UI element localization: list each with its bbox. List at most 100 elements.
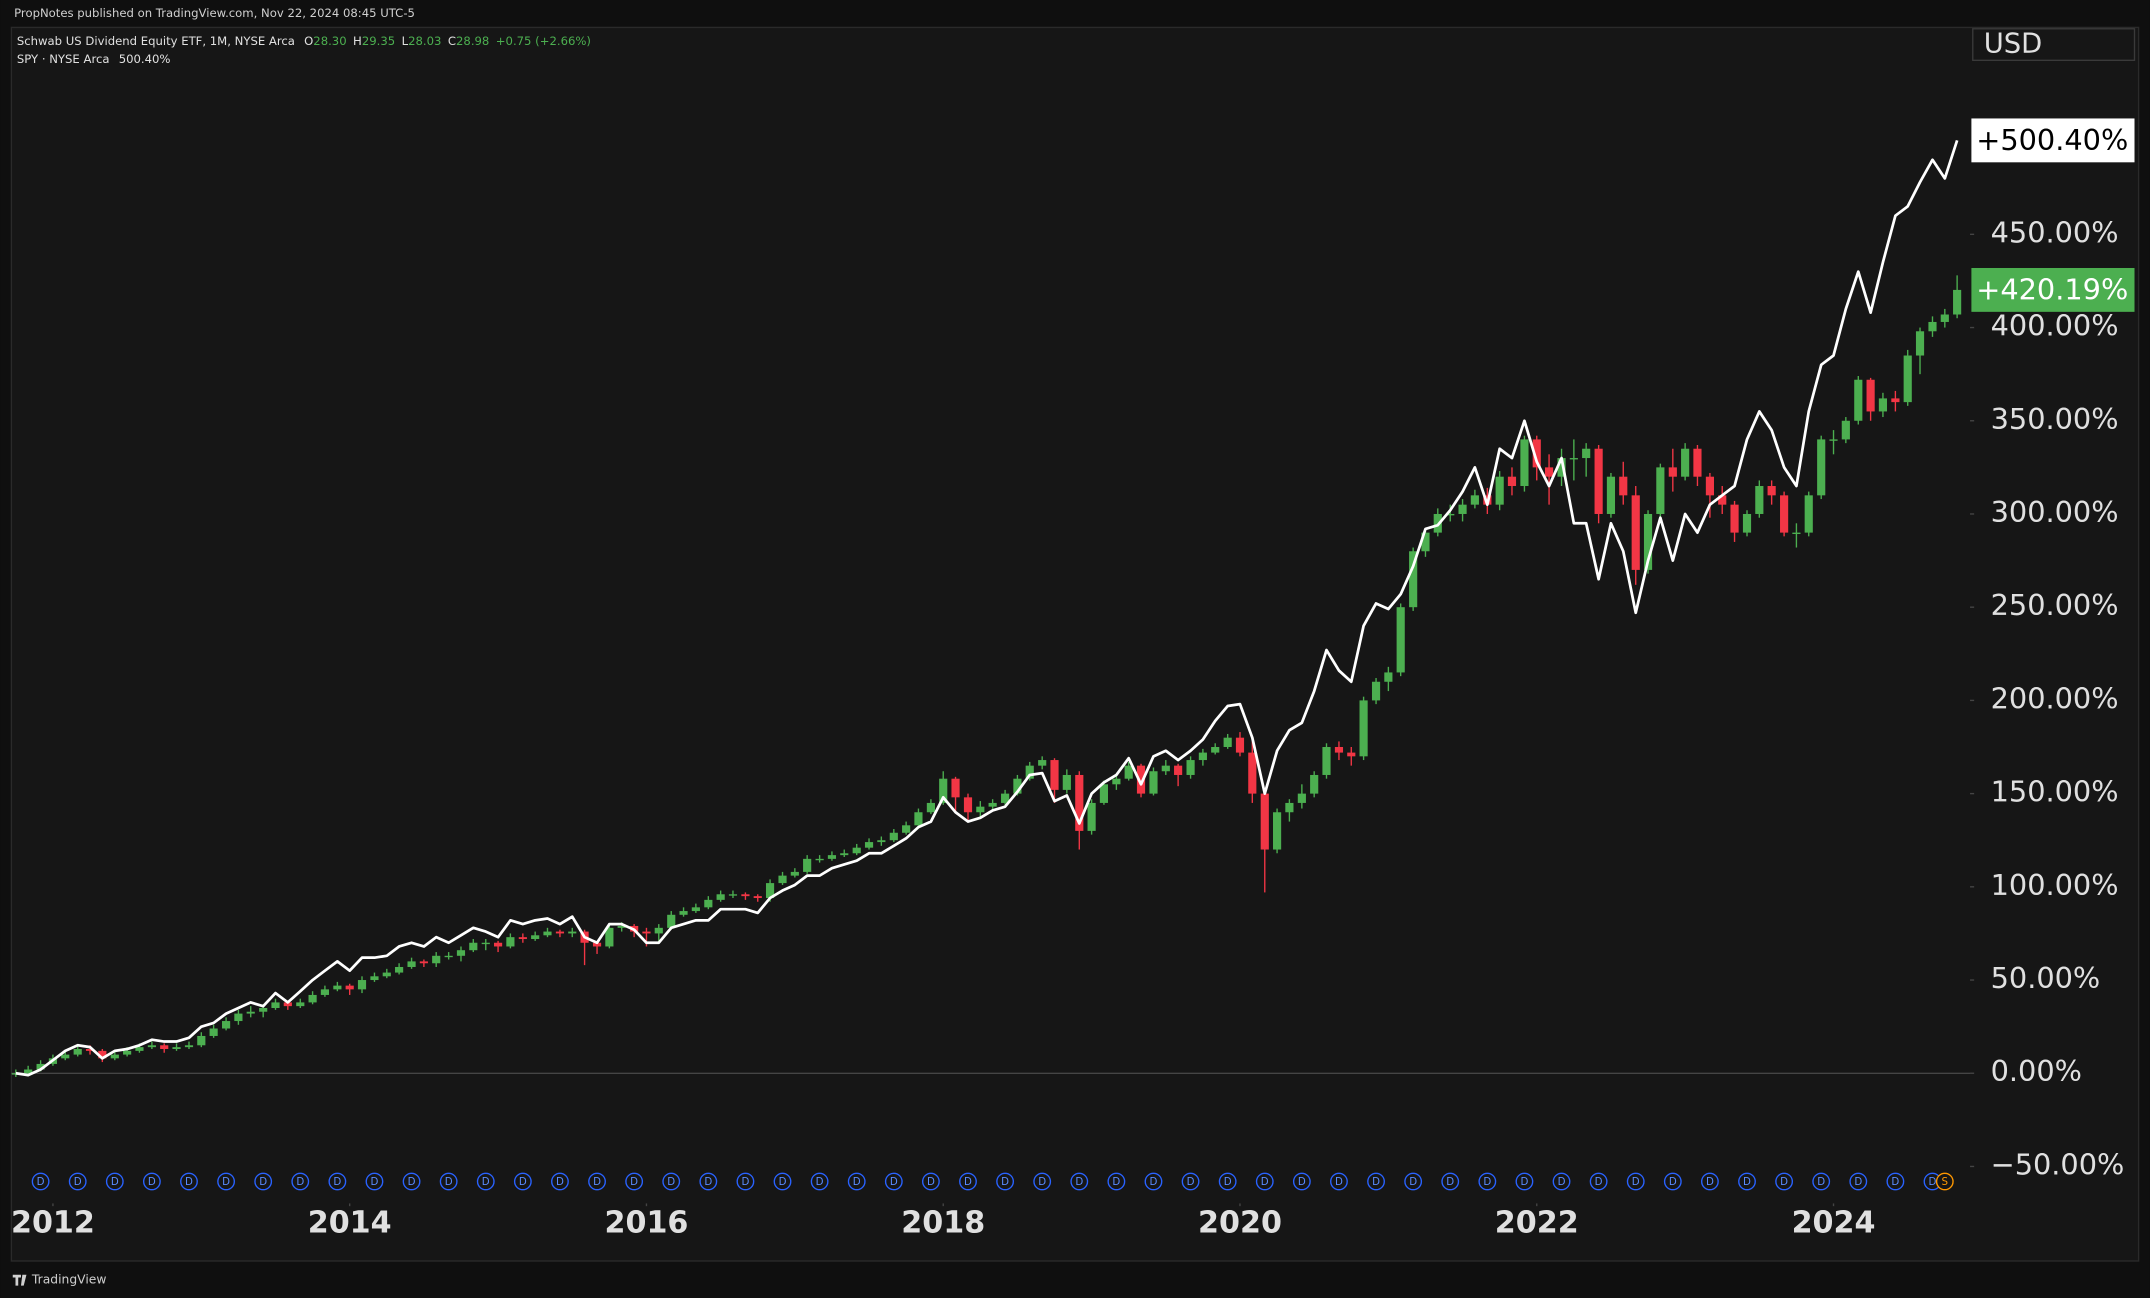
candle-body (840, 853, 849, 856)
candle-body (1186, 760, 1195, 775)
dividend-label: D (371, 1176, 379, 1188)
dividend-label: D (1335, 1176, 1343, 1188)
candle-body (333, 985, 342, 990)
dividend-label: D (1187, 1176, 1195, 1188)
split-marker (1935, 1172, 1954, 1191)
candle-body (246, 1011, 255, 1014)
candle-body (1446, 513, 1455, 516)
legend-open-label: O (304, 34, 313, 48)
candle-body (568, 931, 577, 934)
dividend-marker (254, 1172, 273, 1191)
candle-body (1780, 495, 1789, 533)
candle-body (407, 961, 416, 967)
dividend-label: D (1446, 1176, 1454, 1188)
candle-body (1520, 439, 1529, 487)
candle-body (1755, 486, 1764, 514)
dividend-label: D (1483, 1176, 1491, 1188)
dividend-marker (1367, 1172, 1385, 1191)
dividend-marker (439, 1172, 458, 1191)
legend-high-label: H (353, 34, 362, 48)
x-tick-label: 2012 (11, 1205, 95, 1240)
candle-body (469, 942, 478, 951)
candle-body (234, 1013, 243, 1022)
dividend-marker (1181, 1172, 1200, 1191)
candle-body (1384, 672, 1393, 682)
candle-body (1470, 495, 1479, 505)
currency-box[interactable] (1972, 28, 2136, 61)
last-value-label: +420.19% (1976, 272, 2128, 306)
dividend-marker (68, 1172, 87, 1191)
dividend-label: D (482, 1176, 490, 1188)
dividend-label: D (1891, 1176, 1899, 1188)
candle-body (864, 842, 874, 848)
candle-body (259, 1007, 268, 1012)
candle-body (370, 976, 379, 981)
dividend-label: D (1929, 1176, 1937, 1188)
y-tick-label: 250.00% (1991, 588, 2119, 622)
dividend-marker (402, 1172, 421, 1191)
y-tick-label: 300.00% (1991, 495, 2119, 529)
candle-body (36, 1063, 45, 1070)
candle-body (1631, 495, 1640, 570)
candle-body (1891, 398, 1900, 403)
candle-body (296, 1002, 305, 1007)
candle-body (691, 907, 700, 912)
dividend-label: D (1520, 1176, 1528, 1188)
candle-body (1161, 765, 1170, 772)
dividend-label: D (1112, 1176, 1120, 1188)
brand: TradingView (31, 1273, 106, 1287)
dividend-label: D (667, 1176, 675, 1188)
candle-body (1569, 458, 1578, 460)
candle-body (1718, 495, 1727, 505)
candle-body (1334, 747, 1344, 753)
legend-open: 28.30 (313, 34, 346, 48)
candle-body (1792, 532, 1801, 534)
dividend-label: D (927, 1176, 935, 1188)
dividend-marker (773, 1172, 792, 1191)
candle-body (1297, 793, 1306, 803)
candle-body (1841, 420, 1850, 440)
dividend-marker (1775, 1172, 1794, 1191)
candle-body (592, 942, 602, 947)
candle-body (902, 825, 911, 833)
candle-body (877, 840, 886, 843)
candle-body (61, 1054, 70, 1059)
dividend-marker (1738, 1172, 1756, 1191)
candle-body (24, 1069, 33, 1074)
dividend-marker (736, 1172, 755, 1191)
candle-body (1359, 700, 1368, 757)
candle-body (1001, 793, 1010, 803)
candle-body (605, 927, 614, 947)
dividend-label: D (779, 1176, 787, 1188)
candle-body (1767, 486, 1776, 496)
dividend-label: D (741, 1176, 749, 1188)
candle-body (642, 931, 651, 934)
candle-body (1817, 439, 1826, 496)
dividend-marker (1478, 1172, 1497, 1191)
dividend-marker (328, 1172, 347, 1191)
dividend-label: D (185, 1176, 193, 1188)
candle-body (1532, 439, 1541, 468)
dividend-marker (1330, 1172, 1348, 1191)
candle-body (1260, 793, 1269, 850)
candle-body (518, 937, 527, 940)
candle-body (222, 1021, 231, 1029)
candle-body (531, 935, 540, 940)
candle-body (1458, 504, 1467, 514)
legend-close: 28.98 (456, 34, 489, 48)
currency[interactable]: USD (1984, 29, 2043, 60)
candle-body (1730, 504, 1739, 533)
dividend-label: D (1372, 1176, 1380, 1188)
dividend-marker (1552, 1172, 1571, 1191)
candle-body (1940, 314, 1949, 322)
dividend-label: D (1075, 1176, 1083, 1188)
candle-body (345, 985, 354, 990)
candle-body (1594, 448, 1603, 514)
dividend-marker (142, 1172, 161, 1191)
candle-body (778, 875, 787, 884)
y-tick-label: 150.00% (1991, 775, 2119, 809)
dividend-label: D (1743, 1176, 1751, 1188)
candle-body (815, 858, 824, 861)
candle-body (1223, 737, 1232, 748)
